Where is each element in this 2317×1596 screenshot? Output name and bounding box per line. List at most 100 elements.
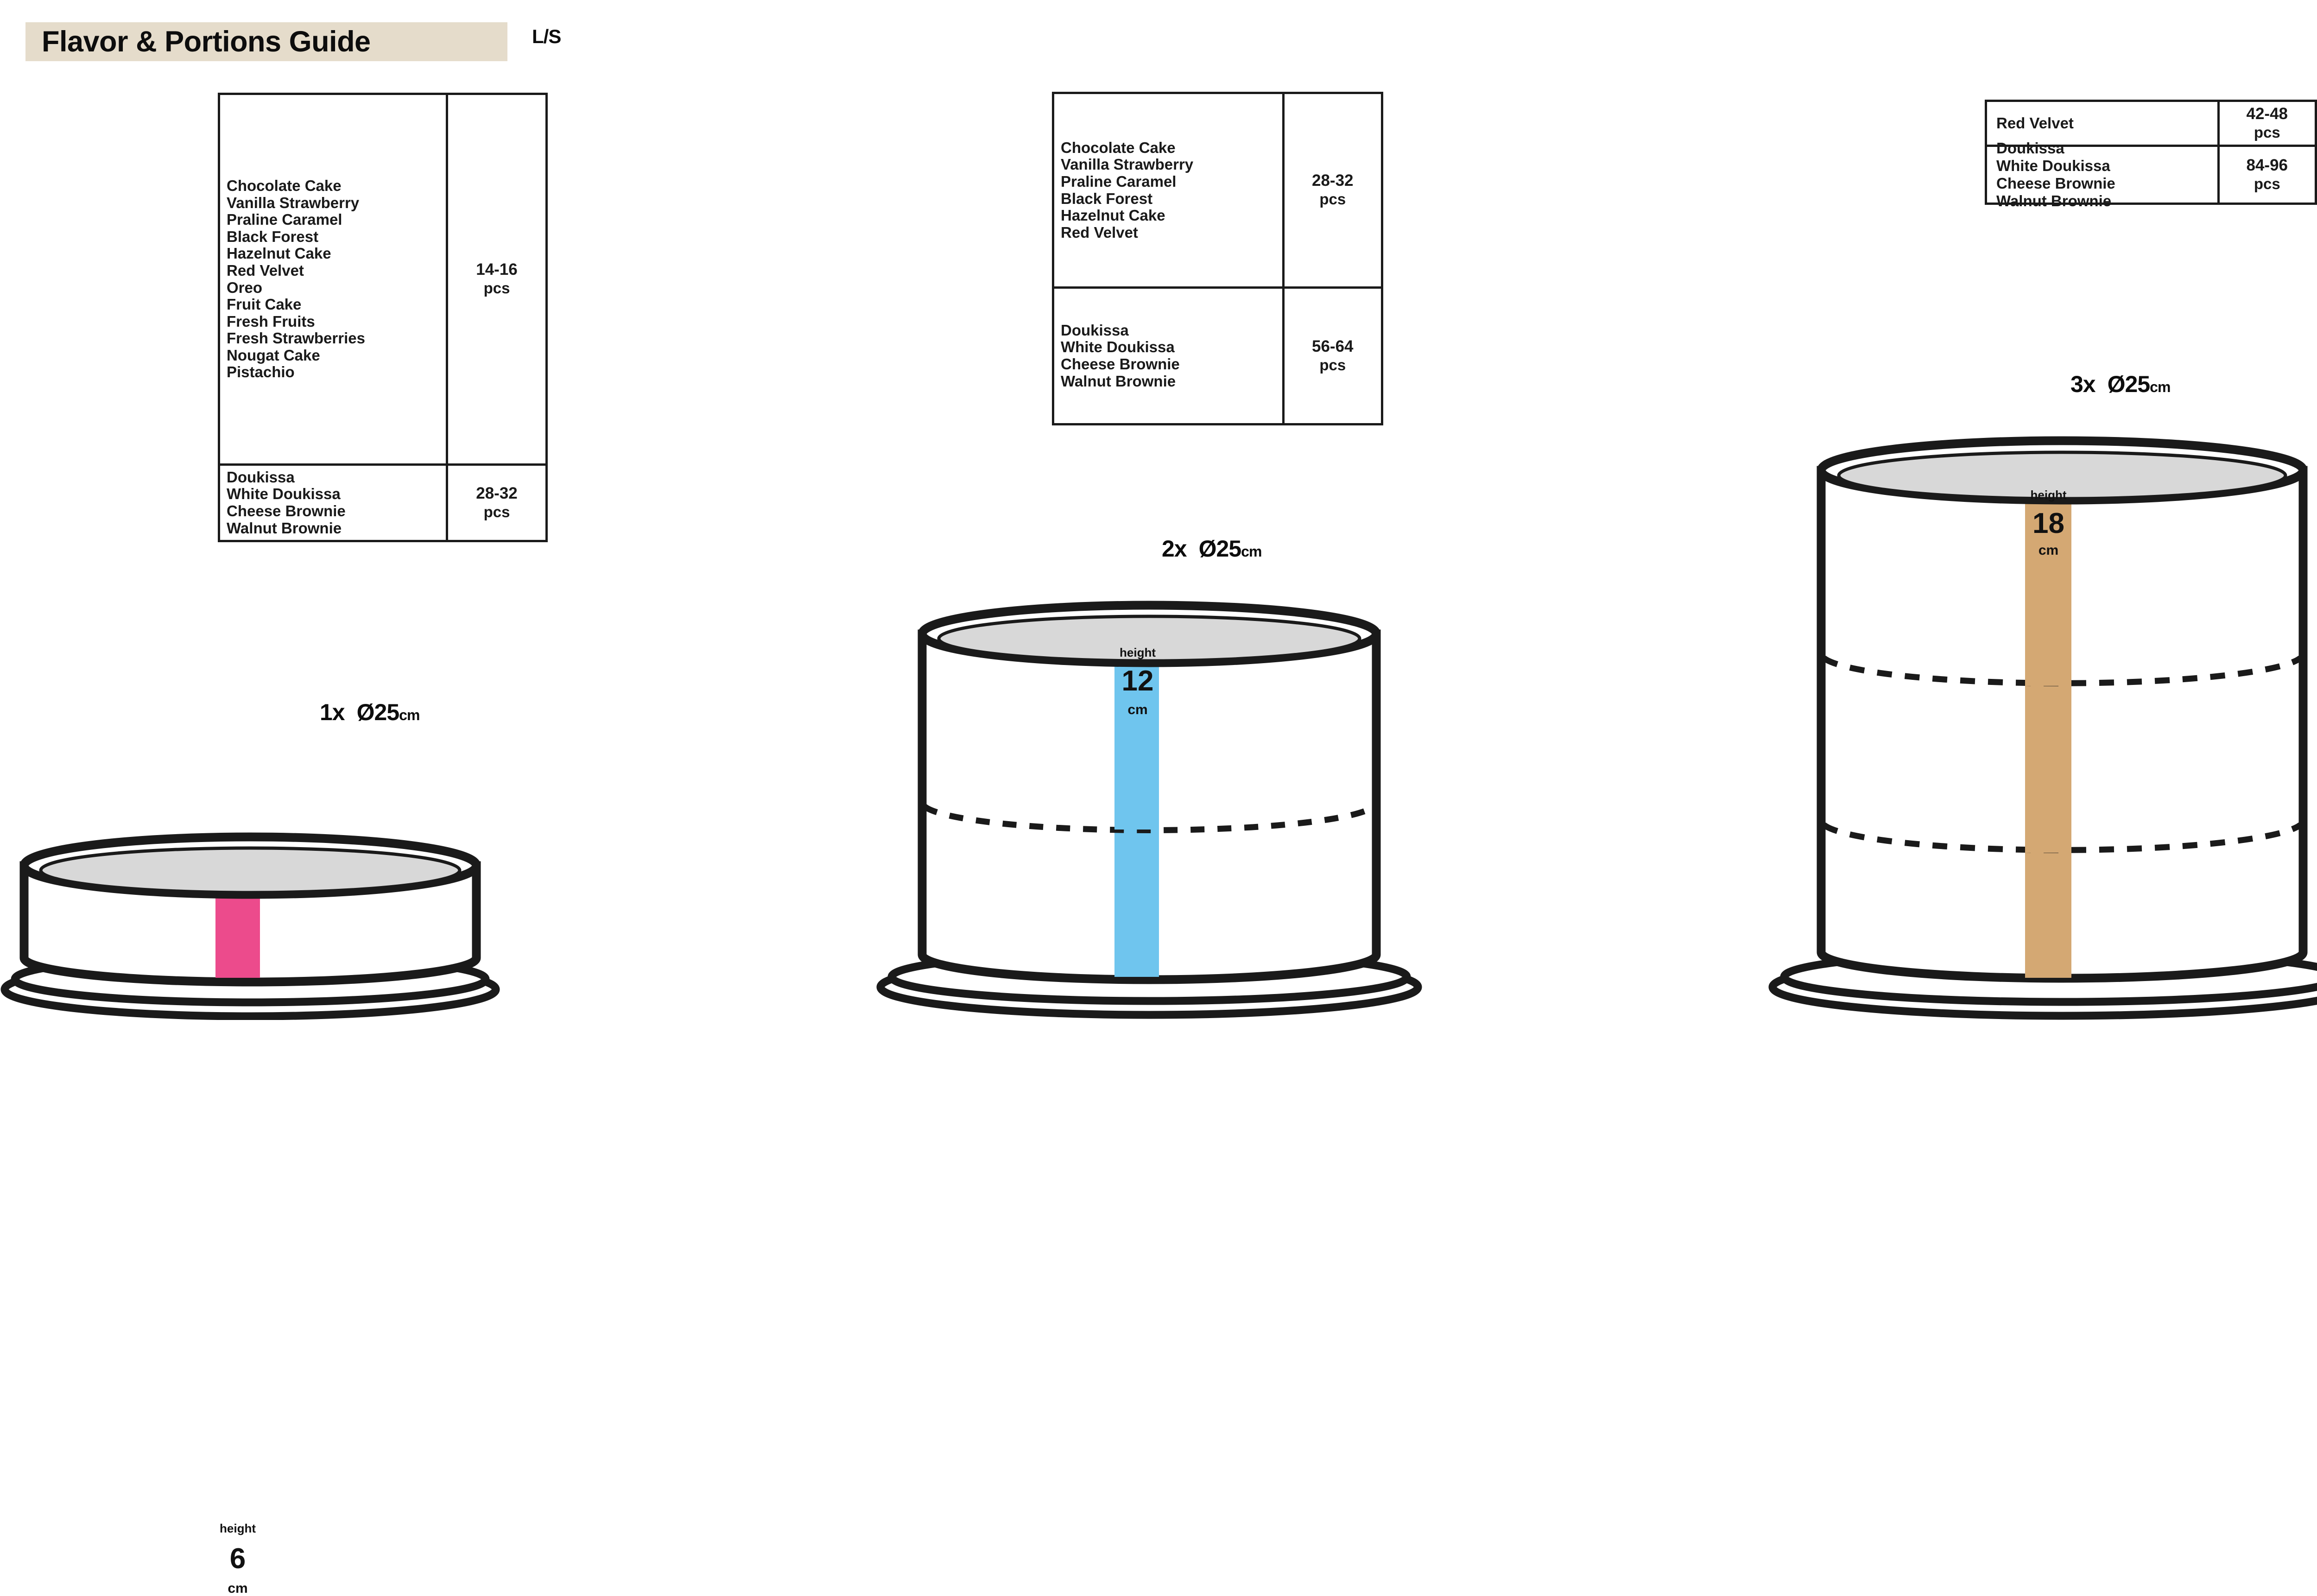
flavor-item: Praline Caramel bbox=[227, 211, 342, 228]
cake-1-count: 1x bbox=[320, 699, 345, 725]
flavor-list-cell: Red Velvet bbox=[1987, 102, 2220, 145]
cake-diagram-1: height 6 cm bbox=[0, 737, 797, 1596]
cake-3-diameter-unit: cm bbox=[2150, 379, 2171, 395]
cake-1-diameter: Ø25 bbox=[356, 699, 400, 725]
cake-3-diameter: Ø25 bbox=[2107, 371, 2151, 397]
portion-table-1: Chocolate Cake Vanilla Strawberry Pralin… bbox=[218, 93, 548, 542]
table-row: Red Velvet 42-48 pcs bbox=[1987, 102, 2315, 145]
header-banner: Flavor & Portions Guide bbox=[25, 22, 507, 61]
cake-1-band-label: height 6 cm bbox=[212, 1522, 263, 1596]
flavor-item: White Doukissa bbox=[227, 485, 341, 503]
flavor-item: Oreo bbox=[227, 279, 263, 296]
table-row: Doukissa White Doukissa Cheese Brownie W… bbox=[1054, 286, 1381, 423]
cake-2-band-unit: cm bbox=[1127, 702, 1148, 717]
flavor-item: Doukissa bbox=[227, 468, 295, 486]
cake-3-count: 3x bbox=[2070, 371, 2096, 397]
flavor-item: Pistachio bbox=[227, 363, 295, 381]
portion-table-3: Red Velvet 42-48 pcs Doukissa White Douk… bbox=[1985, 100, 2317, 209]
portion-count-cell: 56-64 pcs bbox=[1285, 289, 1381, 423]
flavor-item: Doukissa bbox=[1061, 321, 1129, 339]
portion-count-unit: pcs bbox=[2254, 175, 2280, 192]
cake-1-band-word: height bbox=[220, 1521, 256, 1535]
flavor-item: Black Forest bbox=[1061, 190, 1153, 207]
portion-count-unit: pcs bbox=[483, 503, 510, 520]
flavor-list-cell: Doukissa White Doukissa Cheese Brownie W… bbox=[1054, 289, 1285, 423]
flavor-item: Doukissa bbox=[1996, 139, 2064, 157]
cake-1-caption: 1x Ø25 cm bbox=[320, 699, 420, 726]
flavor-item: Cheese Brownie bbox=[1061, 355, 1180, 373]
flavor-item: Fresh Fruits bbox=[227, 312, 315, 330]
cake-diagram-2: height 12 cm bbox=[862, 575, 1534, 1020]
portion-count-value: 28-32 bbox=[476, 484, 518, 502]
flavor-item: Praline Caramel bbox=[1061, 172, 1177, 190]
cake-3-height-band bbox=[2025, 470, 2071, 978]
header-code-label: L/S bbox=[532, 25, 561, 47]
cake-2-diameter: Ø25 bbox=[1198, 536, 1242, 562]
flavor-item: Cheese Brownie bbox=[1996, 175, 2115, 192]
flavor-item: Vanilla Strawberry bbox=[1061, 156, 1194, 173]
flavor-list-cell: Chocolate Cake Vanilla Strawberry Pralin… bbox=[220, 95, 448, 463]
flavor-list-cell: Chocolate Cake Vanilla Strawberry Pralin… bbox=[1054, 94, 1285, 286]
table-row: Doukissa White Doukissa Cheese Brownie W… bbox=[220, 463, 545, 540]
cake-2-band-word: height bbox=[1120, 646, 1156, 659]
portion-count-unit: pcs bbox=[1319, 356, 1346, 374]
portion-count-unit: pcs bbox=[2254, 123, 2280, 141]
cake-2-top-surface bbox=[937, 614, 1361, 663]
flavor-item: Vanilla Strawberry bbox=[227, 194, 360, 211]
flavor-list-cell: Doukissa White Doukissa Cheese Brownie W… bbox=[220, 466, 448, 540]
cake-diagram-3: height 18 cm bbox=[1747, 412, 2317, 1020]
flavor-item: Chocolate Cake bbox=[1061, 139, 1176, 156]
cake-3-top-surface bbox=[1837, 450, 2287, 500]
cake-1-diameter-unit: cm bbox=[399, 707, 420, 723]
cake-3-band-unit: cm bbox=[2038, 543, 2059, 558]
table-row: Doukissa White Doukissa Cheese Brownie W… bbox=[1987, 139, 2315, 209]
cake-3-layer-line-1 bbox=[1822, 655, 2303, 686]
portion-count-cell: 84-96 pcs bbox=[2220, 147, 2315, 203]
flavor-item: Red Velvet bbox=[1996, 114, 2074, 132]
portion-count-value: 84-96 bbox=[2246, 156, 2288, 174]
flavor-item: Hazelnut Cake bbox=[227, 245, 331, 262]
page-title: Flavor & Portions Guide bbox=[42, 25, 371, 58]
flavor-item: Red Velvet bbox=[227, 261, 304, 279]
portion-count-value: 14-16 bbox=[476, 260, 518, 279]
cake-3-band-word: height bbox=[2030, 488, 2067, 502]
cake-3-layer-line-2 bbox=[1822, 822, 2303, 853]
portion-count-unit: pcs bbox=[1319, 190, 1346, 208]
flavor-item: Walnut Brownie bbox=[1061, 372, 1176, 390]
cake-2-band-value: 12 bbox=[1121, 665, 1154, 697]
flavor-item: Walnut Brownie bbox=[1996, 192, 2112, 209]
flavor-item: Walnut Brownie bbox=[227, 519, 342, 537]
portion-table-2: Chocolate Cake Vanilla Strawberry Pralin… bbox=[1052, 92, 1383, 425]
flavor-item: Chocolate Cake bbox=[227, 177, 342, 194]
portion-count-cell: 42-48 pcs bbox=[2220, 102, 2315, 145]
cake-2-count: 2x bbox=[1162, 536, 1187, 562]
flavor-item: Fruit Cake bbox=[227, 296, 302, 313]
flavor-item: Fresh Strawberries bbox=[227, 329, 365, 347]
portion-count-cell: 28-32 pcs bbox=[448, 466, 545, 540]
cake-2-layer-line-1 bbox=[922, 804, 1376, 833]
cake-1-band-value: 6 bbox=[229, 1543, 246, 1575]
table-row: Chocolate Cake Vanilla Strawberry Pralin… bbox=[1054, 94, 1381, 286]
portion-count-cell: 28-32 pcs bbox=[1285, 94, 1381, 286]
cake-3-band-value: 18 bbox=[2032, 507, 2064, 539]
flavor-item: Black Forest bbox=[227, 228, 319, 245]
flavor-item: Hazelnut Cake bbox=[1061, 207, 1165, 224]
flavor-item: Nougat Cake bbox=[227, 346, 320, 364]
flavor-list-cell: Doukissa White Doukissa Cheese Brownie W… bbox=[1987, 139, 2220, 209]
table-row: Chocolate Cake Vanilla Strawberry Pralin… bbox=[220, 95, 545, 463]
cake-1-band-unit: cm bbox=[228, 1581, 248, 1596]
portion-count-unit: pcs bbox=[483, 279, 510, 297]
flavor-item: White Doukissa bbox=[1996, 157, 2110, 174]
cake-1-top-surface bbox=[39, 846, 462, 894]
portion-count-value: 28-32 bbox=[1311, 171, 1354, 190]
flavor-item: White Doukissa bbox=[1061, 338, 1175, 356]
cake-2-diameter-unit: cm bbox=[1241, 543, 1262, 560]
cake-3-band-label: height 18 cm bbox=[2022, 489, 2075, 557]
portion-count-value: 56-64 bbox=[1311, 337, 1354, 355]
portion-count-cell: 14-16 pcs bbox=[448, 95, 545, 463]
portion-count-value: 42-48 bbox=[2246, 104, 2288, 123]
flavor-item: Red Velvet bbox=[1061, 223, 1138, 241]
cake-3-caption: 3x Ø25 cm bbox=[2070, 371, 2171, 398]
flavor-item: Cheese Brownie bbox=[227, 502, 346, 519]
cake-2-caption: 2x Ø25 cm bbox=[1162, 535, 1262, 562]
